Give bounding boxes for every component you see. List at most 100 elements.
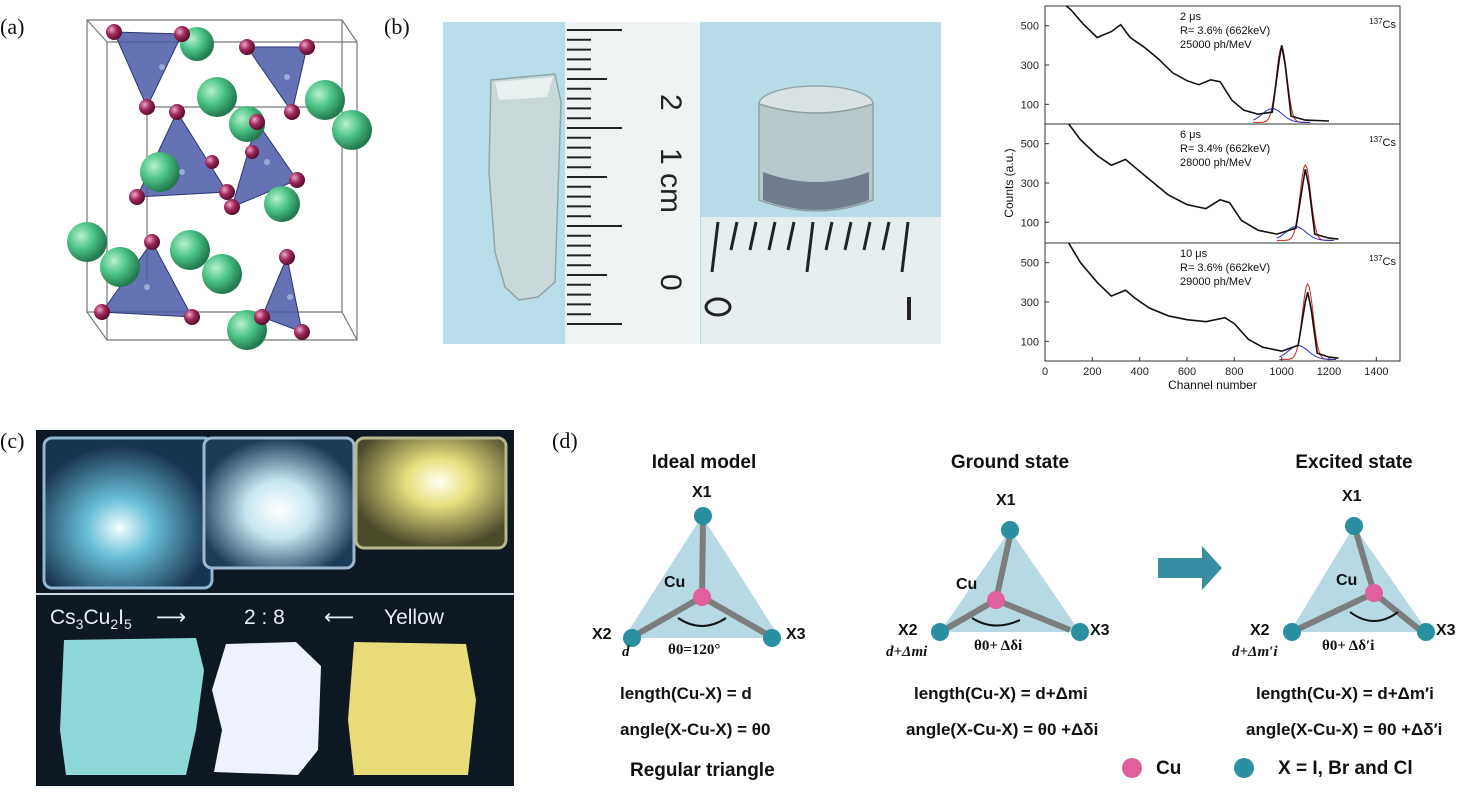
panel-label-b: (b) — [384, 14, 410, 39]
panel-label-d: (d) — [552, 428, 578, 453]
y-tick-label: 300 — [1021, 297, 1039, 309]
fit-curve — [1276, 226, 1334, 241]
panel-label-c: (c) — [0, 428, 25, 453]
y-tick-label: 100 — [1021, 217, 1039, 229]
spectrum-annotation: R= 3.6% (662keV) — [1180, 25, 1270, 37]
ruler-tick — [748, 221, 758, 251]
x-tick-label: 0 — [1042, 366, 1048, 378]
spectrum-annotation: R= 3.6% (662keV) — [1180, 262, 1270, 274]
source-label: 137Cs — [1369, 17, 1396, 31]
excited-length-eq: length(Cu-X) = d+Δm′i — [1256, 684, 1434, 703]
fit-curve — [1279, 345, 1337, 360]
legend-x-label: X = I, Br and Cl — [1278, 758, 1413, 779]
excited-x1-label: X1 — [1342, 488, 1362, 505]
crystal-photo: 2 1 cm 0 — [443, 22, 941, 344]
spectrum-annotation: 25000 ph/MeV — [1180, 39, 1252, 51]
excited-triangle — [1283, 517, 1435, 641]
ruler-label-0: 0 — [654, 274, 687, 291]
ideal-angle-label: θ0=120° — [668, 642, 721, 658]
fit-curve — [1276, 163, 1334, 241]
ground-bond-label: d+Δmi — [886, 644, 928, 660]
excited-angle-eq: angle(X-Cu-X) = θ0 +Δδ′i — [1246, 720, 1443, 739]
excited-cu-label: Cu — [1336, 572, 1358, 589]
fit-curve — [1253, 45, 1311, 123]
x-tick-label: 800 — [1225, 366, 1243, 378]
ground-x3-label: X3 — [1090, 622, 1110, 639]
ruler-tick — [729, 221, 739, 251]
spectrum-line — [1065, 5, 1330, 122]
ruler-tick — [824, 221, 834, 251]
ruler-tick — [843, 221, 853, 251]
x-tick-label: 400 — [1130, 366, 1148, 378]
caption-formula: Cs3Cu2I5 — [50, 606, 132, 632]
y-tick-label: 300 — [1021, 178, 1039, 190]
luminescence-photo: Cs3Cu2I5 ⟶ 2 : 8 ⟵ Yellow — [36, 430, 514, 786]
x-tick-label: 600 — [1178, 366, 1196, 378]
ruler-tick — [900, 221, 910, 273]
ideal-bond-label: d — [622, 644, 630, 660]
ruler-tick — [862, 221, 872, 251]
y-axis-label: Counts (a.u.) — [1002, 148, 1016, 217]
ideal-triangle — [623, 507, 781, 647]
spectrum-annotation: R= 3.4% (662keV) — [1180, 143, 1270, 155]
ruler-label-2: 2 — [654, 94, 687, 111]
ruler-tick — [786, 221, 796, 251]
ideal-model-title: Ideal model — [651, 452, 757, 473]
triangle-models: Ideal model X1 X2 X3 Cu d θ0=120° length… — [580, 440, 1468, 792]
crystal-photo-image: 2 1 cm 0 — [443, 22, 941, 344]
ground-x1-label: X1 — [996, 492, 1016, 509]
x-axis-label: Channel number — [1168, 378, 1257, 392]
ideal-x2-label: X2 — [592, 626, 612, 643]
ruler-tick — [881, 221, 891, 251]
ground-cu-label: Cu — [956, 576, 978, 593]
caption-arrow-right: ⟶ — [156, 605, 186, 629]
spectrum-annotation: 6 μs — [1180, 129, 1202, 141]
spectrum-annotation: 28000 ph/MeV — [1180, 157, 1252, 169]
x-tick-label: 1200 — [1317, 366, 1341, 378]
ruler-tick — [805, 221, 815, 273]
crystal-structure-figure — [52, 12, 382, 362]
legend-cu-dot — [1122, 758, 1142, 778]
y-tick-label: 300 — [1021, 60, 1039, 72]
ideal-x3-label: X3 — [786, 626, 806, 643]
ground-triangle — [931, 521, 1089, 641]
y-tick-label: 500 — [1021, 139, 1039, 151]
caption-ratio: 2 : 8 — [244, 606, 285, 629]
y-tick-label: 500 — [1021, 21, 1039, 33]
ideal-length-eq: length(Cu-X) = d — [620, 684, 752, 703]
fit-curve — [1253, 108, 1311, 123]
spectrum-annotation: 29000 ph/MeV — [1180, 276, 1252, 288]
spectrum-annotation: 2 μs — [1180, 11, 1202, 23]
legend-cu-label: Cu — [1156, 758, 1182, 779]
ground-state-title: Ground state — [950, 452, 1070, 473]
ground-x2-label: X2 — [898, 622, 918, 639]
chart-frame — [1044, 5, 1401, 362]
x-tick-label: 1400 — [1364, 366, 1388, 378]
y-tick-label: 500 — [1021, 258, 1039, 270]
ideal-x1-label: X1 — [692, 484, 712, 501]
excited-x3-label: X3 — [1436, 622, 1456, 639]
spectra-chart-svg: 100 300 500 2 μs R= 3.6% (662keV) 25000 ph/Me… — [1002, 5, 1401, 392]
ruler-tick — [710, 221, 720, 273]
ruler-tick — [767, 221, 777, 251]
excited-bond-label: d+Δm′i — [1232, 644, 1278, 660]
x-tick-label: 200 — [1083, 366, 1101, 378]
spectrum-line — [1068, 123, 1339, 240]
ruler-label-1cm: 1 cm — [654, 148, 687, 213]
ground-angle-eq: angle(X-Cu-X) = θ0 +Δδi — [906, 720, 1099, 739]
regular-triangle-label: Regular triangle — [630, 760, 775, 781]
source-label: 137Cs — [1369, 135, 1396, 149]
ground-length-eq: length(Cu-X) = d+Δmi — [914, 684, 1088, 703]
spectra-chart: 100 300 500 2 μs R= 3.6% (662keV) 25000 ph/Me… — [995, 0, 1415, 400]
panel-label-a: (a) — [0, 14, 25, 39]
caption-yellow: Yellow — [384, 606, 445, 629]
luminescence-photo-image: Cs3Cu2I5 ⟶ 2 : 8 ⟵ Yellow — [36, 430, 514, 786]
spectrum-line — [1068, 242, 1339, 359]
x-tick-label: 1000 — [1269, 366, 1293, 378]
spectrum-annotation: 10 μs — [1180, 248, 1208, 260]
y-tick-label: 100 — [1021, 99, 1039, 111]
transition-arrow — [1158, 546, 1222, 590]
crystal-structure-image — [67, 19, 372, 350]
ideal-cu-label: Cu — [664, 574, 686, 591]
ideal-angle-eq: angle(X-Cu-X) = θ0 — [620, 720, 771, 739]
